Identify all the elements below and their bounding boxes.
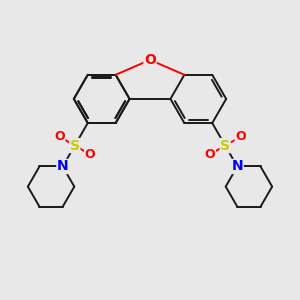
Text: O: O [205, 148, 215, 161]
Text: S: S [70, 139, 80, 153]
Text: O: O [235, 130, 246, 143]
Text: N: N [57, 160, 68, 173]
Text: S: S [220, 139, 230, 153]
Text: O: O [85, 148, 95, 161]
Text: N: N [232, 160, 243, 173]
Text: O: O [144, 53, 156, 67]
Text: O: O [54, 130, 65, 143]
